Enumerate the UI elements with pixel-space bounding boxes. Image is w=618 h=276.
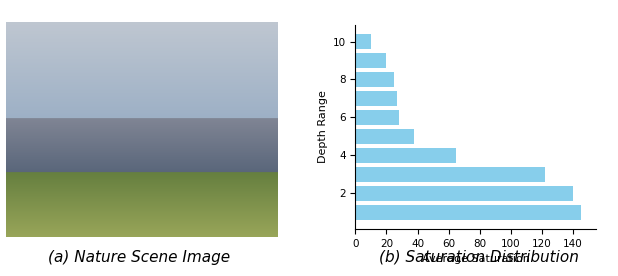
Bar (355, 110, 399, 125)
Bar (355, 129, 415, 144)
Text: (b) Saturation Distribution: (b) Saturation Distribution (379, 250, 579, 265)
Bar (355, 167, 545, 182)
X-axis label: Average Saturation: Average Saturation (422, 254, 530, 264)
Bar (355, 91, 397, 106)
Text: (a) Nature Scene Image: (a) Nature Scene Image (48, 250, 230, 265)
Bar (355, 205, 581, 220)
Bar (355, 148, 457, 163)
Bar (355, 53, 386, 68)
Bar (355, 186, 573, 201)
Y-axis label: Depth Range: Depth Range (318, 91, 328, 163)
Bar (355, 34, 371, 49)
Bar (355, 72, 394, 87)
